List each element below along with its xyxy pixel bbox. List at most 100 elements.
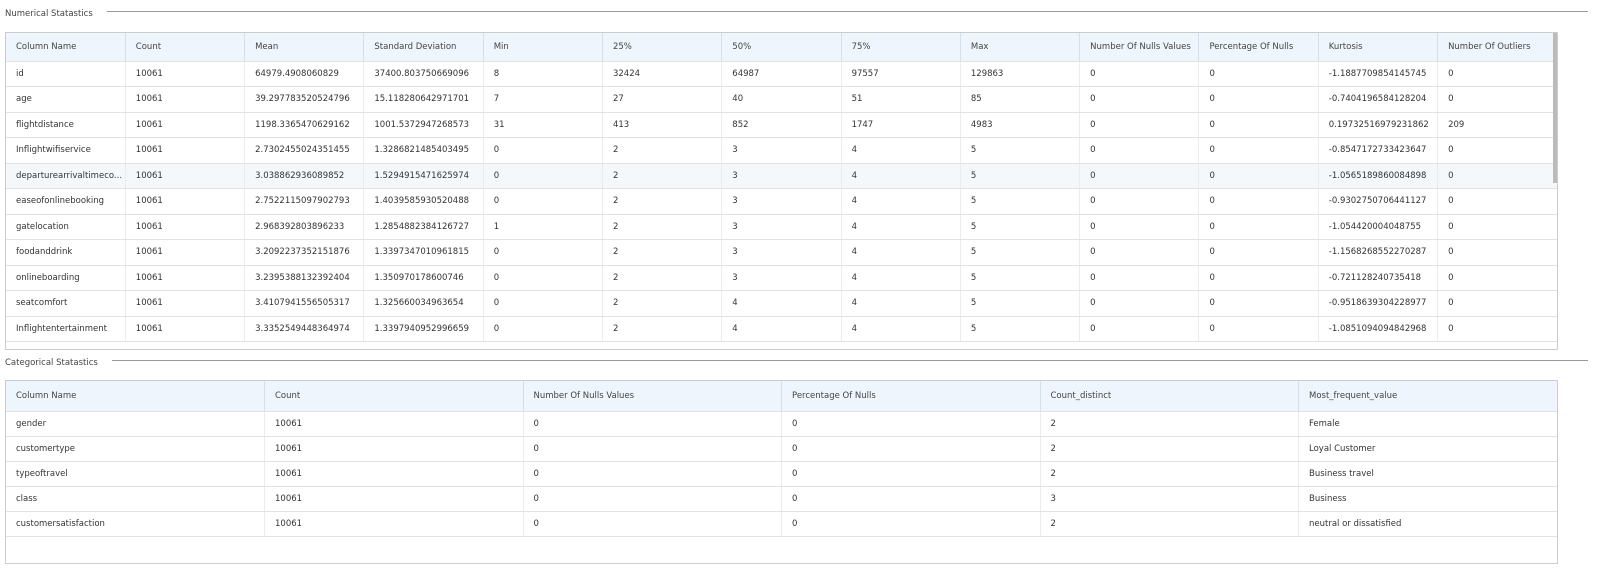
table-row[interactable]: onlineboarding 10061 3.2395388132392404 1.3…: [6, 265, 1557, 291]
column-header[interactable]: Number Of Outliers: [1437, 33, 1557, 62]
table-cell: 4: [840, 239, 961, 266]
column-header[interactable]: Number Of Nulls Values: [522, 381, 782, 412]
table-cell: 0: [522, 411, 782, 437]
table-cell: 0: [482, 239, 603, 266]
table-cell: 3: [1039, 486, 1299, 513]
table-cell: 2: [1039, 411, 1299, 437]
table-row[interactable]: Inflightwifiservice 10061 2.73024550243514…: [6, 137, 1557, 164]
table-row[interactable]: seatcomfort 10061 3.4107941556505317 1.3256…: [6, 290, 1557, 317]
table-cell: 2: [601, 290, 722, 317]
column-header[interactable]: Count: [124, 33, 245, 62]
column-header[interactable]: Min: [482, 33, 603, 62]
table-cell: 10061: [124, 86, 245, 113]
table-cell: 0: [1437, 265, 1557, 291]
table-cell: 39.297783520524796: [244, 86, 364, 113]
table-cell: seatcomfort: [6, 290, 126, 317]
table-cell: 1747: [840, 112, 961, 138]
column-header[interactable]: Column Name: [6, 381, 265, 412]
table-cell: 0: [781, 511, 1040, 538]
table-cell: 0: [1437, 163, 1557, 189]
table-cell: 3.038862936089852: [244, 163, 364, 189]
table-cell: 0: [1437, 290, 1557, 317]
table-cell: 2: [601, 137, 722, 164]
table-cell: 1: [482, 214, 603, 240]
divider: [95, 360, 1588, 361]
table-cell: 2.7302455024351455: [244, 137, 364, 164]
table-cell: Business travel: [1298, 461, 1557, 488]
table-cell: Female: [1298, 411, 1557, 437]
table-cell: 97557: [840, 61, 961, 87]
table-cell: Inflightwifiservice: [6, 137, 126, 164]
table-row[interactable]: class 10061 0 0 3 Business: [6, 486, 1557, 513]
table-cell: 32424: [601, 61, 722, 87]
table-cell: 10061: [264, 486, 523, 513]
table-cell: 0: [1437, 316, 1557, 342]
table-cell: 2: [601, 239, 722, 266]
table-cell: age: [6, 86, 126, 113]
table-cell: 0: [1079, 214, 1199, 240]
column-header[interactable]: Count: [264, 381, 523, 412]
column-header[interactable]: Max: [959, 33, 1080, 62]
table-cell: 0: [1437, 214, 1557, 240]
table-row[interactable]: gatelocation 10061 2.968392803896233 1.2854…: [6, 214, 1557, 240]
table-row[interactable]: foodanddrink 10061 3.2092237352151876 1.339…: [6, 239, 1557, 266]
column-header[interactable]: Percentage Of Nulls: [781, 381, 1040, 412]
table-cell: 0: [1079, 112, 1199, 138]
table-cell: 10061: [124, 163, 245, 189]
table-row[interactable]: id 10061 64979.4908060829 37400.80375066909…: [6, 61, 1557, 87]
table-cell: 5: [959, 316, 1080, 342]
table-cell: 2.7522115097902793: [244, 188, 364, 215]
table-cell: 3: [721, 239, 842, 266]
column-header[interactable]: Most_frequent_value: [1298, 381, 1557, 412]
table-cell: 1.325660034963654: [363, 290, 484, 317]
table-cell: 2: [601, 316, 722, 342]
table-cell: 4: [721, 316, 842, 342]
table-row[interactable]: flightdistance 10061 1198.3365470629162 100…: [6, 112, 1557, 138]
table-cell: 0: [1437, 86, 1557, 113]
table-cell: 1.350970178600746: [363, 265, 484, 291]
table-cell: 0: [522, 461, 782, 488]
column-header[interactable]: Mean: [244, 33, 364, 62]
table-cell: -0.721128240735418: [1317, 265, 1438, 291]
column-header[interactable]: Standard Deviation: [363, 33, 484, 62]
table-cell: 31: [482, 112, 603, 138]
table-row[interactable]: age 10061 39.297783520524796 15.11828064297…: [6, 86, 1557, 113]
table-cell: 40: [721, 86, 842, 113]
table-row[interactable]: customertype 10061 0 0 2 Loyal Customer: [6, 436, 1557, 462]
table-row[interactable]: departurearrivaltimeco... 10061 3.03886293…: [6, 163, 1557, 189]
column-header[interactable]: 50%: [721, 33, 842, 62]
table-cell: 10061: [264, 511, 523, 538]
table-cell: 852: [721, 112, 842, 138]
column-header[interactable]: Kurtosis: [1317, 33, 1438, 62]
table-cell: 3.2092237352151876: [244, 239, 364, 266]
table-row[interactable]: easeofonlinebooking 10061 2.75221150979027…: [6, 188, 1557, 215]
table-cell: 0: [1079, 163, 1199, 189]
table-cell: 4: [840, 214, 961, 240]
table-cell: 4: [840, 290, 961, 317]
table-cell: 1.5294915471625974: [363, 163, 484, 189]
table-row[interactable]: customersatisfaction 10061 0 0 2 neutral or d…: [6, 511, 1557, 538]
table-row[interactable]: typeoftravel 10061 0 0 2 Business travel: [6, 461, 1557, 488]
table-cell: 1.2854882384126727: [363, 214, 484, 240]
column-header[interactable]: Percentage Of Nulls: [1198, 33, 1319, 62]
column-header[interactable]: 25%: [601, 33, 722, 62]
table-cell: 10061: [124, 61, 245, 87]
table-cell: 0: [482, 290, 603, 317]
column-header[interactable]: Count_distinct: [1039, 381, 1299, 412]
table-cell: 2: [601, 163, 722, 189]
table-cell: 3: [721, 163, 842, 189]
column-header[interactable]: Column Name: [6, 33, 126, 62]
table-row[interactable]: gender 10061 0 0 2 Female: [6, 411, 1557, 437]
column-header[interactable]: 75%: [840, 33, 961, 62]
table-row[interactable]: Inflightentertainment 10061 3.335254944836…: [6, 316, 1557, 342]
table-cell: 4: [721, 290, 842, 317]
table-cell: 10061: [264, 436, 523, 462]
table-cell: 0: [1079, 137, 1199, 164]
column-header[interactable]: Number Of Nulls Values: [1079, 33, 1199, 62]
scrollbar[interactable]: [1553, 33, 1557, 183]
table-cell: neutral or dissatisfied: [1298, 511, 1557, 538]
table-cell: 0: [1198, 137, 1319, 164]
table-cell: 5: [959, 137, 1080, 164]
table-cell: gatelocation: [6, 214, 126, 240]
table-cell: 0: [1079, 316, 1199, 342]
